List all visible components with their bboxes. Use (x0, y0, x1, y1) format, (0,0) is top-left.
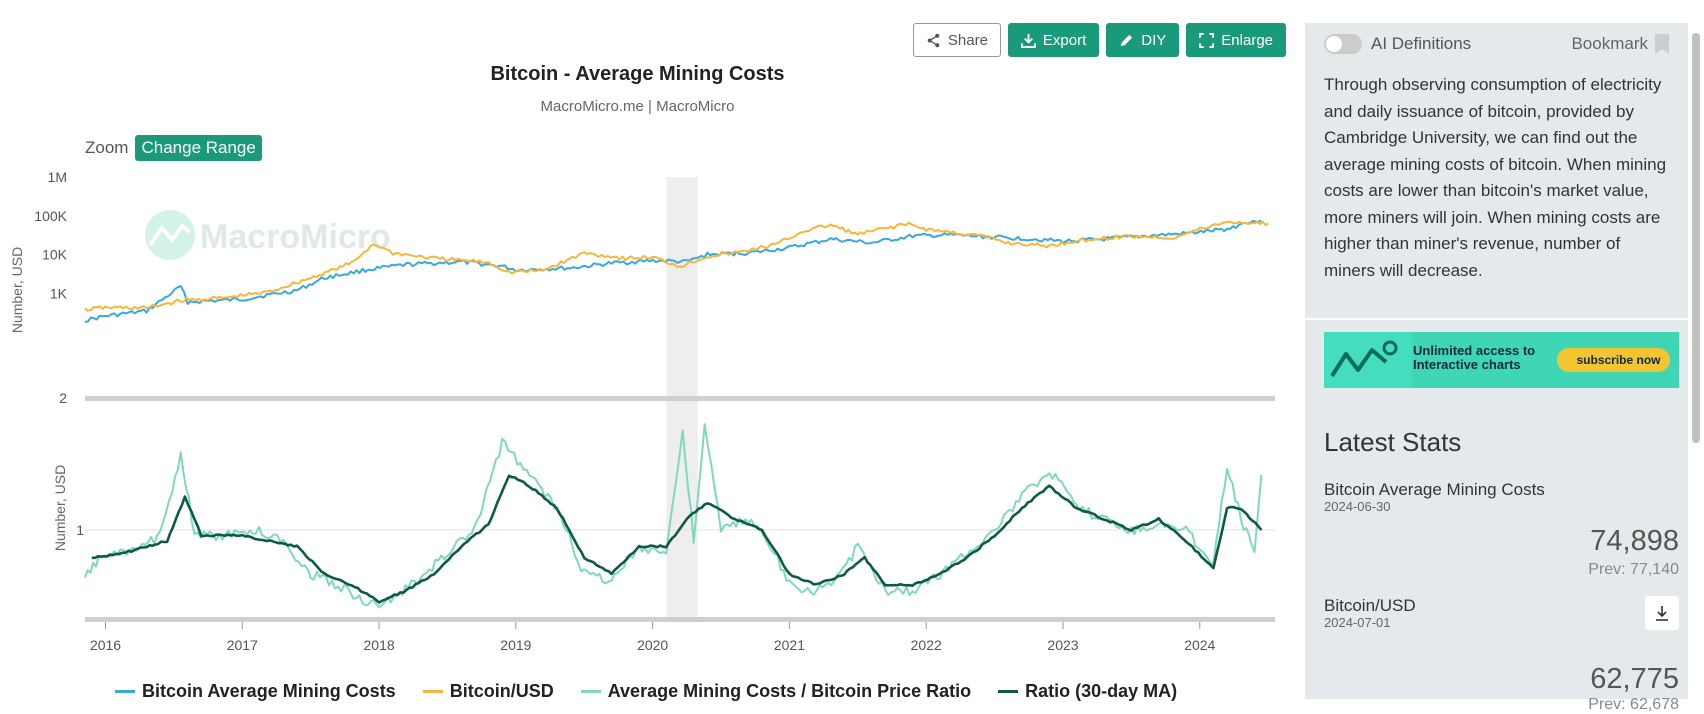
subscribe-banner[interactable]: Unlimited access to Interactive charts s… (1324, 332, 1679, 388)
share-button[interactable]: Share (912, 23, 1001, 57)
pencil-icon (1121, 34, 1133, 46)
legend-item[interactable]: Bitcoin/USD (422, 681, 554, 702)
x-axis-bar (85, 617, 1275, 622)
stat-name: Bitcoin Average Mining Costs (1324, 480, 1545, 499)
series-line-btc-usd (84, 220, 1269, 312)
change-range-button[interactable]: Change Range (135, 135, 262, 161)
legend-label: Ratio (30-day MA) (1025, 681, 1178, 701)
chart-area: Share Export DIY Enlarge Bitcoin - Avera… (9, 23, 1286, 702)
y-axis-label-bottom: Number, USD (52, 465, 68, 551)
chart-plot: MacroMicro 1M 100K 10K 1K 2 1 Number, USD Number… (9, 169, 1275, 653)
legend-swatch (580, 690, 601, 693)
x-tick-label: 2023 (1047, 637, 1078, 653)
panel-divider (85, 396, 1275, 401)
sidebar-scrollbar[interactable] (1691, 23, 1701, 699)
legend-swatch (422, 690, 443, 693)
banner-line2: Interactive charts (1413, 357, 1521, 372)
chart-subtitle: MacroMicro.me | MacroMicro (540, 98, 735, 115)
chart-title: Bitcoin - Average Mining Costs (490, 63, 785, 85)
ai-definitions-label: AI Definitions (1371, 34, 1472, 53)
download-icon (1020, 33, 1036, 48)
stat-date: 2024-07-01 (1324, 615, 1391, 630)
y-tick-label-top: 100K (34, 208, 67, 224)
watermark-text: MacroMicro (200, 218, 391, 256)
series-line-ratio (84, 423, 1263, 609)
stat-btc-usd: Bitcoin/USD 2024-07-01 62,775 Prev: 62,6… (1324, 596, 1679, 713)
sidebar: AI Definitions Bookmark Through observin… (1305, 23, 1688, 713)
export-button[interactable]: Export (1007, 23, 1100, 57)
stat-name: Bitcoin/USD (1324, 596, 1416, 615)
x-tick-label: 2020 (637, 637, 668, 653)
expand-icon (1199, 32, 1215, 48)
banner-logo (1324, 332, 1412, 388)
download-icon (1656, 606, 1668, 621)
diy-button[interactable]: DIY (1106, 23, 1180, 57)
legend-label: Average Mining Costs / Bitcoin Price Rat… (607, 681, 972, 701)
legend-item[interactable]: Bitcoin Average Mining Costs (115, 681, 396, 702)
enlarge-label: Enlarge (1221, 31, 1273, 49)
legend-swatch (998, 690, 1019, 693)
y-tick-label-top: 1K (50, 285, 68, 301)
zoom-label: Zoom (85, 138, 129, 157)
ai-definitions-toggle[interactable] (1324, 34, 1362, 54)
bookmark-label: Bookmark (1571, 34, 1648, 53)
share-label: Share (947, 31, 988, 49)
subscribe-now-button[interactable]: subscribe now (1557, 348, 1670, 372)
y-tick-label-top: 10K (42, 247, 68, 263)
legend-item[interactable]: Average Mining Costs / Bitcoin Price Rat… (580, 681, 972, 702)
x-tick-label: 2022 (911, 637, 942, 653)
latest-stats-title: Latest Stats (1324, 427, 1462, 457)
share-icon (927, 33, 940, 47)
scrollbar-thumb[interactable] (1692, 33, 1700, 443)
watermark-logo-mark (148, 223, 192, 247)
x-tick-label: 2024 (1184, 637, 1215, 653)
x-tick-label: 2016 (90, 637, 121, 653)
y-tick-label-top: 1M (48, 169, 67, 185)
sidebar-definition: AI Definitions Bookmark Through observin… (1305, 23, 1688, 320)
x-tick-label: 2018 (364, 637, 395, 653)
bookmark-icon (1655, 34, 1669, 54)
ai-definitions-toggle-wrap: AI Definitions (1324, 34, 1471, 54)
chart-logo-icon (1330, 340, 1398, 378)
diy-label: DIY (1141, 31, 1167, 49)
stat-date: 2024-06-30 (1324, 499, 1391, 514)
legend-swatch (115, 690, 135, 693)
chart-legend: Bitcoin Average Mining Costs Bitcoin/USD A… (115, 681, 1177, 702)
banner-text: Unlimited access to Interactive charts (1413, 344, 1535, 372)
banner-line1: Unlimited access to (1413, 343, 1536, 358)
export-label: Export (1042, 31, 1087, 49)
stat-prev: Prev: 77,140 (1588, 561, 1679, 578)
definition-text: Through observing consumption of electri… (1324, 75, 1667, 280)
stat-download-button[interactable] (1645, 596, 1679, 630)
y-axis-label-top: Number, USD (9, 247, 25, 333)
legend-label: Bitcoin Average Mining Costs (142, 681, 396, 701)
series-line-ratio-ma (91, 474, 1263, 604)
legend-item[interactable]: Ratio (30-day MA) (998, 681, 1177, 702)
stat-mining-costs: Bitcoin Average Mining Costs 2024-06-30 … (1324, 480, 1679, 590)
y-tick-label-bottom: 1 (76, 522, 84, 538)
series-line-mining-costs (84, 219, 1262, 323)
legend-label: Bitcoin/USD (449, 681, 554, 701)
enlarge-button[interactable]: Enlarge (1186, 23, 1286, 57)
chart-toolbar: Share Export DIY Enlarge (912, 23, 1286, 57)
bookmark-button[interactable]: Bookmark (1571, 34, 1669, 54)
x-tick-label: 2017 (227, 637, 258, 653)
y-tick-label-top: 2 (59, 390, 67, 406)
stat-value: 74,898 (1590, 525, 1679, 557)
x-tick-label: 2021 (774, 637, 805, 653)
x-tick-label: 2019 (500, 637, 531, 653)
zoom-control: Zoom Change Range (85, 135, 262, 161)
stat-value: 62,775 (1590, 663, 1679, 695)
